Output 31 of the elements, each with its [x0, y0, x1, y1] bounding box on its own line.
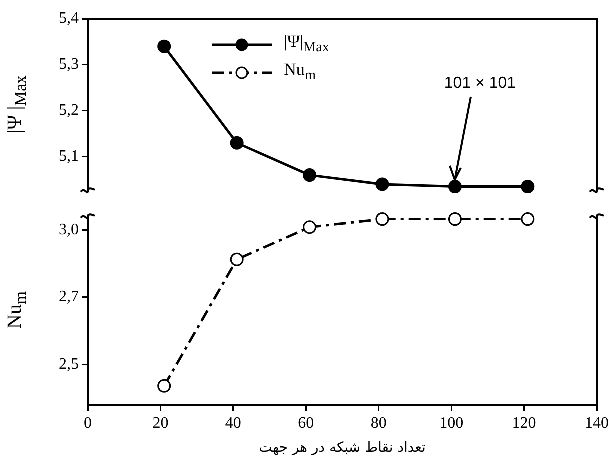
point	[448, 212, 462, 226]
point	[303, 220, 317, 234]
y-tick-label: 5,4	[59, 10, 79, 28]
legend-label: |Ψ|$_{Max}$	[284, 31, 330, 58]
point	[158, 40, 172, 54]
point	[376, 178, 390, 192]
x-tick-label: 120	[512, 414, 536, 432]
legend-label: Nu$_{m}$	[284, 59, 316, 86]
point	[230, 136, 244, 150]
x-axis-title: تعداد نقاط شبکه در هر جهت	[259, 440, 426, 456]
x-tick-label: 100	[440, 414, 464, 432]
x-tick-label: 40	[225, 414, 242, 432]
y-tick-label: 2,7	[59, 288, 79, 306]
point	[303, 168, 317, 182]
point	[376, 212, 390, 226]
y-tick-label: 2,5	[59, 356, 79, 373]
x-tick-label: 60	[298, 414, 314, 432]
y-tick-label: 5,1	[59, 148, 79, 166]
point	[448, 180, 462, 194]
annotation: 101 × 101	[444, 75, 516, 92]
x-tick-label: 80	[370, 414, 387, 432]
point	[230, 252, 244, 266]
point	[521, 180, 535, 194]
point	[521, 212, 535, 226]
y-tick-label: 5,3	[59, 56, 79, 74]
x-tick-label: 140	[585, 414, 609, 432]
x-tick-label: 0	[84, 414, 92, 432]
y-tick-label: 3,0	[59, 221, 79, 238]
point	[158, 379, 172, 393]
y-tick-label: 5,2	[59, 102, 79, 120]
x-tick-label: 20	[152, 414, 169, 432]
